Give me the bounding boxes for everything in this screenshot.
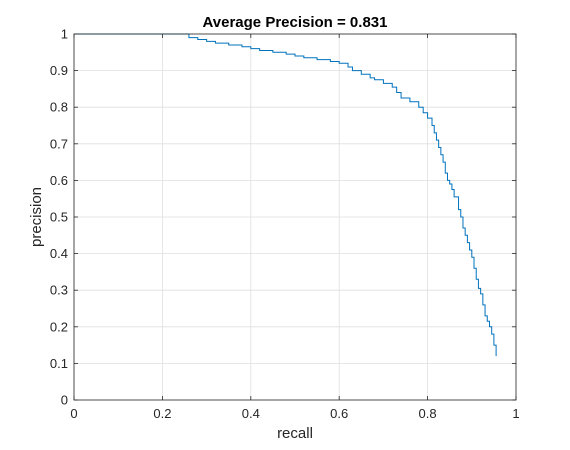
y-tick-label: 0.7 — [50, 136, 68, 151]
x-tick-label: 0.8 — [419, 406, 437, 421]
y-tick-label: 0 — [61, 393, 68, 408]
x-tick-label: 0.4 — [242, 406, 260, 421]
data-layer — [74, 33, 497, 357]
y-tick-label: 0.6 — [50, 173, 68, 188]
y-tick-label: 0.5 — [50, 210, 68, 225]
x-tick-label: 1 — [512, 406, 519, 421]
y-tick-label: 0.3 — [50, 283, 68, 298]
y-tick-label: 0.8 — [50, 100, 68, 115]
y-tick-label: 0.9 — [50, 63, 68, 78]
y-tick-label: 0.2 — [50, 319, 68, 334]
x-tick-label: 0.2 — [153, 406, 171, 421]
y-tick-labels: 0 0.1 0.2 0.3 0.4 0.5 0.6 0.7 0.8 0.9 1 — [50, 27, 68, 408]
y-tick-label: 1 — [61, 27, 68, 42]
x-tick-label: 0.6 — [330, 406, 348, 421]
y-axis-label: precision — [28, 187, 45, 247]
x-tick-label: 0 — [70, 406, 77, 421]
y-tick-label: 0.1 — [50, 356, 68, 371]
chart-title: Average Precision = 0.831 — [203, 14, 388, 31]
tick-marks — [73, 33, 517, 401]
x-tick-labels: 0 0.2 0.4 0.6 0.8 1 — [70, 406, 519, 421]
x-axis-label: recall — [277, 425, 313, 442]
y-tick-label: 0.4 — [50, 246, 68, 261]
pr-curve-series-0 — [74, 33, 497, 357]
